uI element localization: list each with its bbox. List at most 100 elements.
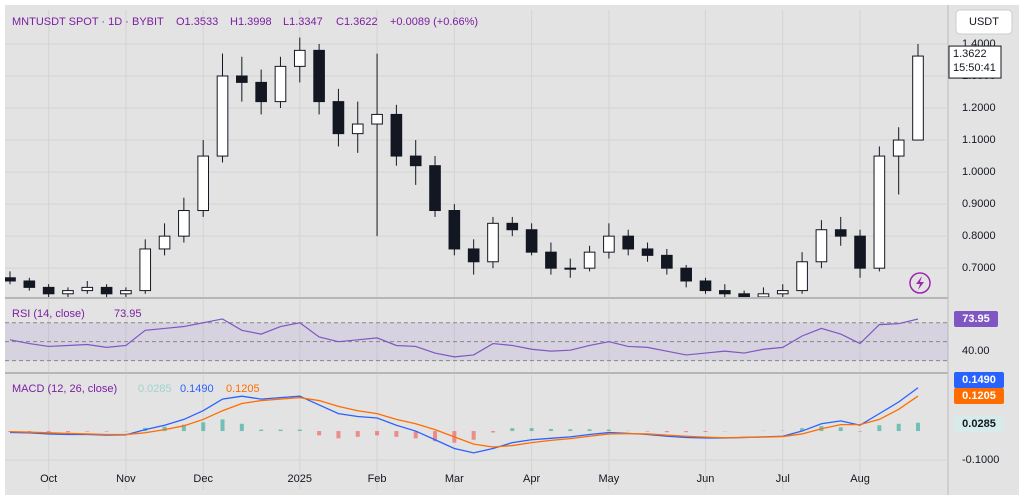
candle-body xyxy=(854,235,866,269)
candle-body xyxy=(255,81,267,103)
candle-body xyxy=(197,155,210,212)
x-tick-label: Jul xyxy=(776,473,790,485)
candle-body xyxy=(661,254,673,269)
candle-body xyxy=(757,293,770,297)
x-tick-label: Mar xyxy=(445,473,464,485)
macd-histogram-bar xyxy=(375,431,380,436)
candle-body xyxy=(738,293,750,297)
rsi-legend-value: 73.95 xyxy=(114,308,142,320)
candle-body xyxy=(796,261,808,292)
macd-histogram-bar xyxy=(278,429,283,432)
y-tick-label: 1.0000 xyxy=(962,166,996,178)
x-tick-label: Nov xyxy=(116,473,136,485)
macd-histogram-bar xyxy=(548,429,553,432)
candle-body xyxy=(564,267,577,270)
macd-histogram-bar xyxy=(201,422,206,432)
candle-body xyxy=(467,248,480,263)
currency-button[interactable] xyxy=(955,9,1013,35)
candle-body xyxy=(236,75,248,83)
macd-value-box xyxy=(954,372,1004,388)
macd-histogram-bar xyxy=(858,431,863,432)
x-tick-label: Dec xyxy=(193,473,213,485)
ohlc-change: +0.0089 (+0.66%) xyxy=(390,16,478,28)
macd-histogram-bar xyxy=(684,431,689,433)
macd-histogram-bar xyxy=(220,419,225,432)
candle-body xyxy=(158,235,171,250)
y-tick-label: 0.7000 xyxy=(962,262,996,274)
macd-histogram-bar xyxy=(587,429,592,432)
candle-body xyxy=(5,277,16,282)
candle-body xyxy=(313,49,325,103)
candle-body xyxy=(390,113,403,157)
chart-title: MNTUSDT SPOT · 1D · BYBIT xyxy=(12,16,164,28)
macd-histogram-bar xyxy=(896,423,901,432)
macd-histogram-bar xyxy=(46,431,51,433)
last-price-box xyxy=(948,45,1002,79)
ohlc-high: H1.3998 xyxy=(230,16,272,28)
y-tick-label: 1.1000 xyxy=(962,134,996,146)
macd-histogram-bar xyxy=(394,431,399,437)
candle-body xyxy=(216,75,229,157)
background xyxy=(5,5,1019,495)
candle-body xyxy=(892,139,905,157)
price-pane xyxy=(5,10,948,297)
macd-histogram-bar xyxy=(297,429,302,432)
candle-body xyxy=(718,290,731,295)
macd-histogram-bar xyxy=(471,431,476,440)
macd-histogram-bar xyxy=(433,431,438,442)
candle-body xyxy=(100,286,113,295)
last-price-label: 1.3622 xyxy=(953,48,987,60)
candle-body xyxy=(525,229,538,253)
candle-body xyxy=(622,235,635,250)
candle-body xyxy=(603,235,615,253)
macd-signal-legend: 0.1205 xyxy=(226,383,260,395)
macd-histogram-bar xyxy=(529,428,534,432)
macd-histogram-bar xyxy=(606,429,611,432)
macd-histogram-bar xyxy=(510,428,515,432)
macd-histogram-bar xyxy=(162,426,167,432)
y-tick-label: 1.2000 xyxy=(962,102,996,114)
macd-value-label: 0.1205 xyxy=(962,390,996,402)
macd-histogram-bar xyxy=(916,422,920,432)
rsi-value-label: 73.95 xyxy=(962,313,990,325)
macd-histogram-bar xyxy=(336,431,341,439)
ohlc-low: L1.3347 xyxy=(283,16,323,28)
candle-body xyxy=(506,222,519,231)
candle-body xyxy=(371,113,383,125)
candle-body xyxy=(487,222,499,263)
macd-histogram-bar xyxy=(317,431,322,436)
macd-histogram-bar xyxy=(239,423,244,432)
candle-body xyxy=(680,267,692,282)
candle-body xyxy=(23,280,36,288)
candle-body xyxy=(545,251,557,269)
candle-body xyxy=(834,229,847,237)
macd-title: MACD (12, 26, close) xyxy=(12,383,117,395)
macd-histogram-bar xyxy=(104,431,109,432)
rsi-value-box xyxy=(954,310,998,327)
macd-line-legend: 0.1490 xyxy=(180,383,214,395)
macd-histogram-bar xyxy=(85,431,90,432)
x-tick-label: 2025 xyxy=(288,473,312,485)
candle-body xyxy=(641,248,654,256)
candle-body xyxy=(178,210,190,237)
macd-histogram-bar xyxy=(664,431,669,433)
ohlc-close: C1.3622 xyxy=(336,16,378,28)
indicator-line xyxy=(9,318,919,358)
x-tick-label: Oct xyxy=(40,473,57,485)
macd-value-label: 0.1490 xyxy=(962,374,996,386)
candle-body xyxy=(776,290,789,295)
macd-histogram-bar xyxy=(413,431,418,439)
macd-histogram-bar xyxy=(490,431,495,433)
candle-body xyxy=(81,286,94,292)
macd-hist-legend: 0.0285 xyxy=(138,383,172,395)
macd-histogram-bar xyxy=(877,425,882,432)
rsi-title: RSI (14, close) xyxy=(12,308,85,320)
macd-histogram-bar xyxy=(27,431,32,432)
candle-body xyxy=(42,286,55,295)
macd-histogram-bar xyxy=(259,429,264,432)
x-tick-label: May xyxy=(599,473,620,485)
candle-body xyxy=(448,210,461,250)
x-tick-label: Aug xyxy=(850,473,870,485)
candle-body xyxy=(815,229,828,263)
